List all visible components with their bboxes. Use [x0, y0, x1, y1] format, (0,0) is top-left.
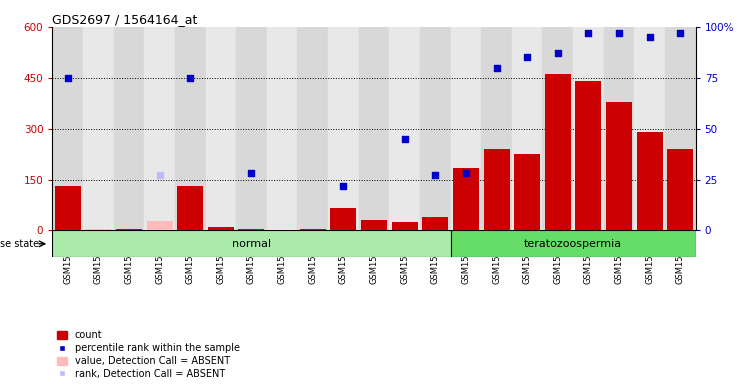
Bar: [420, 27, 450, 230]
Bar: [545, 74, 571, 230]
Bar: [144, 27, 175, 230]
Bar: [55, 186, 81, 230]
Point: [460, 170, 472, 177]
Bar: [667, 149, 693, 230]
Bar: [359, 27, 389, 230]
Bar: [512, 27, 542, 230]
Bar: [300, 229, 325, 230]
Bar: [483, 149, 509, 230]
Bar: [634, 27, 665, 230]
Bar: [116, 229, 142, 230]
Bar: [147, 221, 173, 230]
Point: [184, 74, 196, 81]
Bar: [52, 27, 83, 230]
Point: [583, 30, 595, 36]
Bar: [298, 27, 328, 230]
Point: [245, 170, 257, 177]
Point: [61, 74, 73, 81]
Bar: [328, 27, 359, 230]
Bar: [573, 27, 604, 230]
Bar: [575, 81, 601, 230]
Bar: [450, 27, 481, 230]
Point: [552, 50, 564, 56]
Legend: count, percentile rank within the sample, value, Detection Call = ABSENT, rank, : count, percentile rank within the sample…: [57, 330, 239, 379]
Bar: [236, 27, 267, 230]
Bar: [267, 27, 298, 230]
Bar: [239, 229, 265, 230]
Bar: [422, 217, 448, 230]
Bar: [604, 27, 634, 230]
Point: [613, 30, 625, 36]
Bar: [389, 27, 420, 230]
Point: [337, 182, 349, 189]
Bar: [114, 27, 144, 230]
Bar: [52, 230, 450, 257]
Bar: [481, 27, 512, 230]
Text: normal: normal: [232, 239, 271, 249]
Point: [644, 34, 656, 40]
Bar: [177, 186, 203, 230]
Bar: [331, 209, 356, 230]
Bar: [361, 220, 387, 230]
Bar: [83, 27, 114, 230]
Bar: [175, 27, 206, 230]
Bar: [208, 227, 234, 230]
Bar: [665, 27, 696, 230]
Bar: [542, 27, 573, 230]
Bar: [453, 168, 479, 230]
Bar: [85, 229, 111, 230]
Point: [399, 136, 411, 142]
Point: [491, 65, 503, 71]
Point: [153, 172, 165, 179]
Text: disease state: disease state: [0, 239, 40, 249]
Bar: [85, 229, 111, 230]
Bar: [606, 101, 632, 230]
Bar: [450, 230, 711, 257]
Bar: [206, 27, 236, 230]
Bar: [147, 221, 173, 230]
Text: teratozoospermia: teratozoospermia: [524, 239, 622, 249]
Bar: [392, 222, 417, 230]
Text: GDS2697 / 1564164_at: GDS2697 / 1564164_at: [52, 13, 197, 26]
Point: [429, 172, 441, 179]
Point: [675, 30, 687, 36]
Point: [521, 55, 533, 61]
Bar: [637, 132, 663, 230]
Bar: [514, 154, 540, 230]
